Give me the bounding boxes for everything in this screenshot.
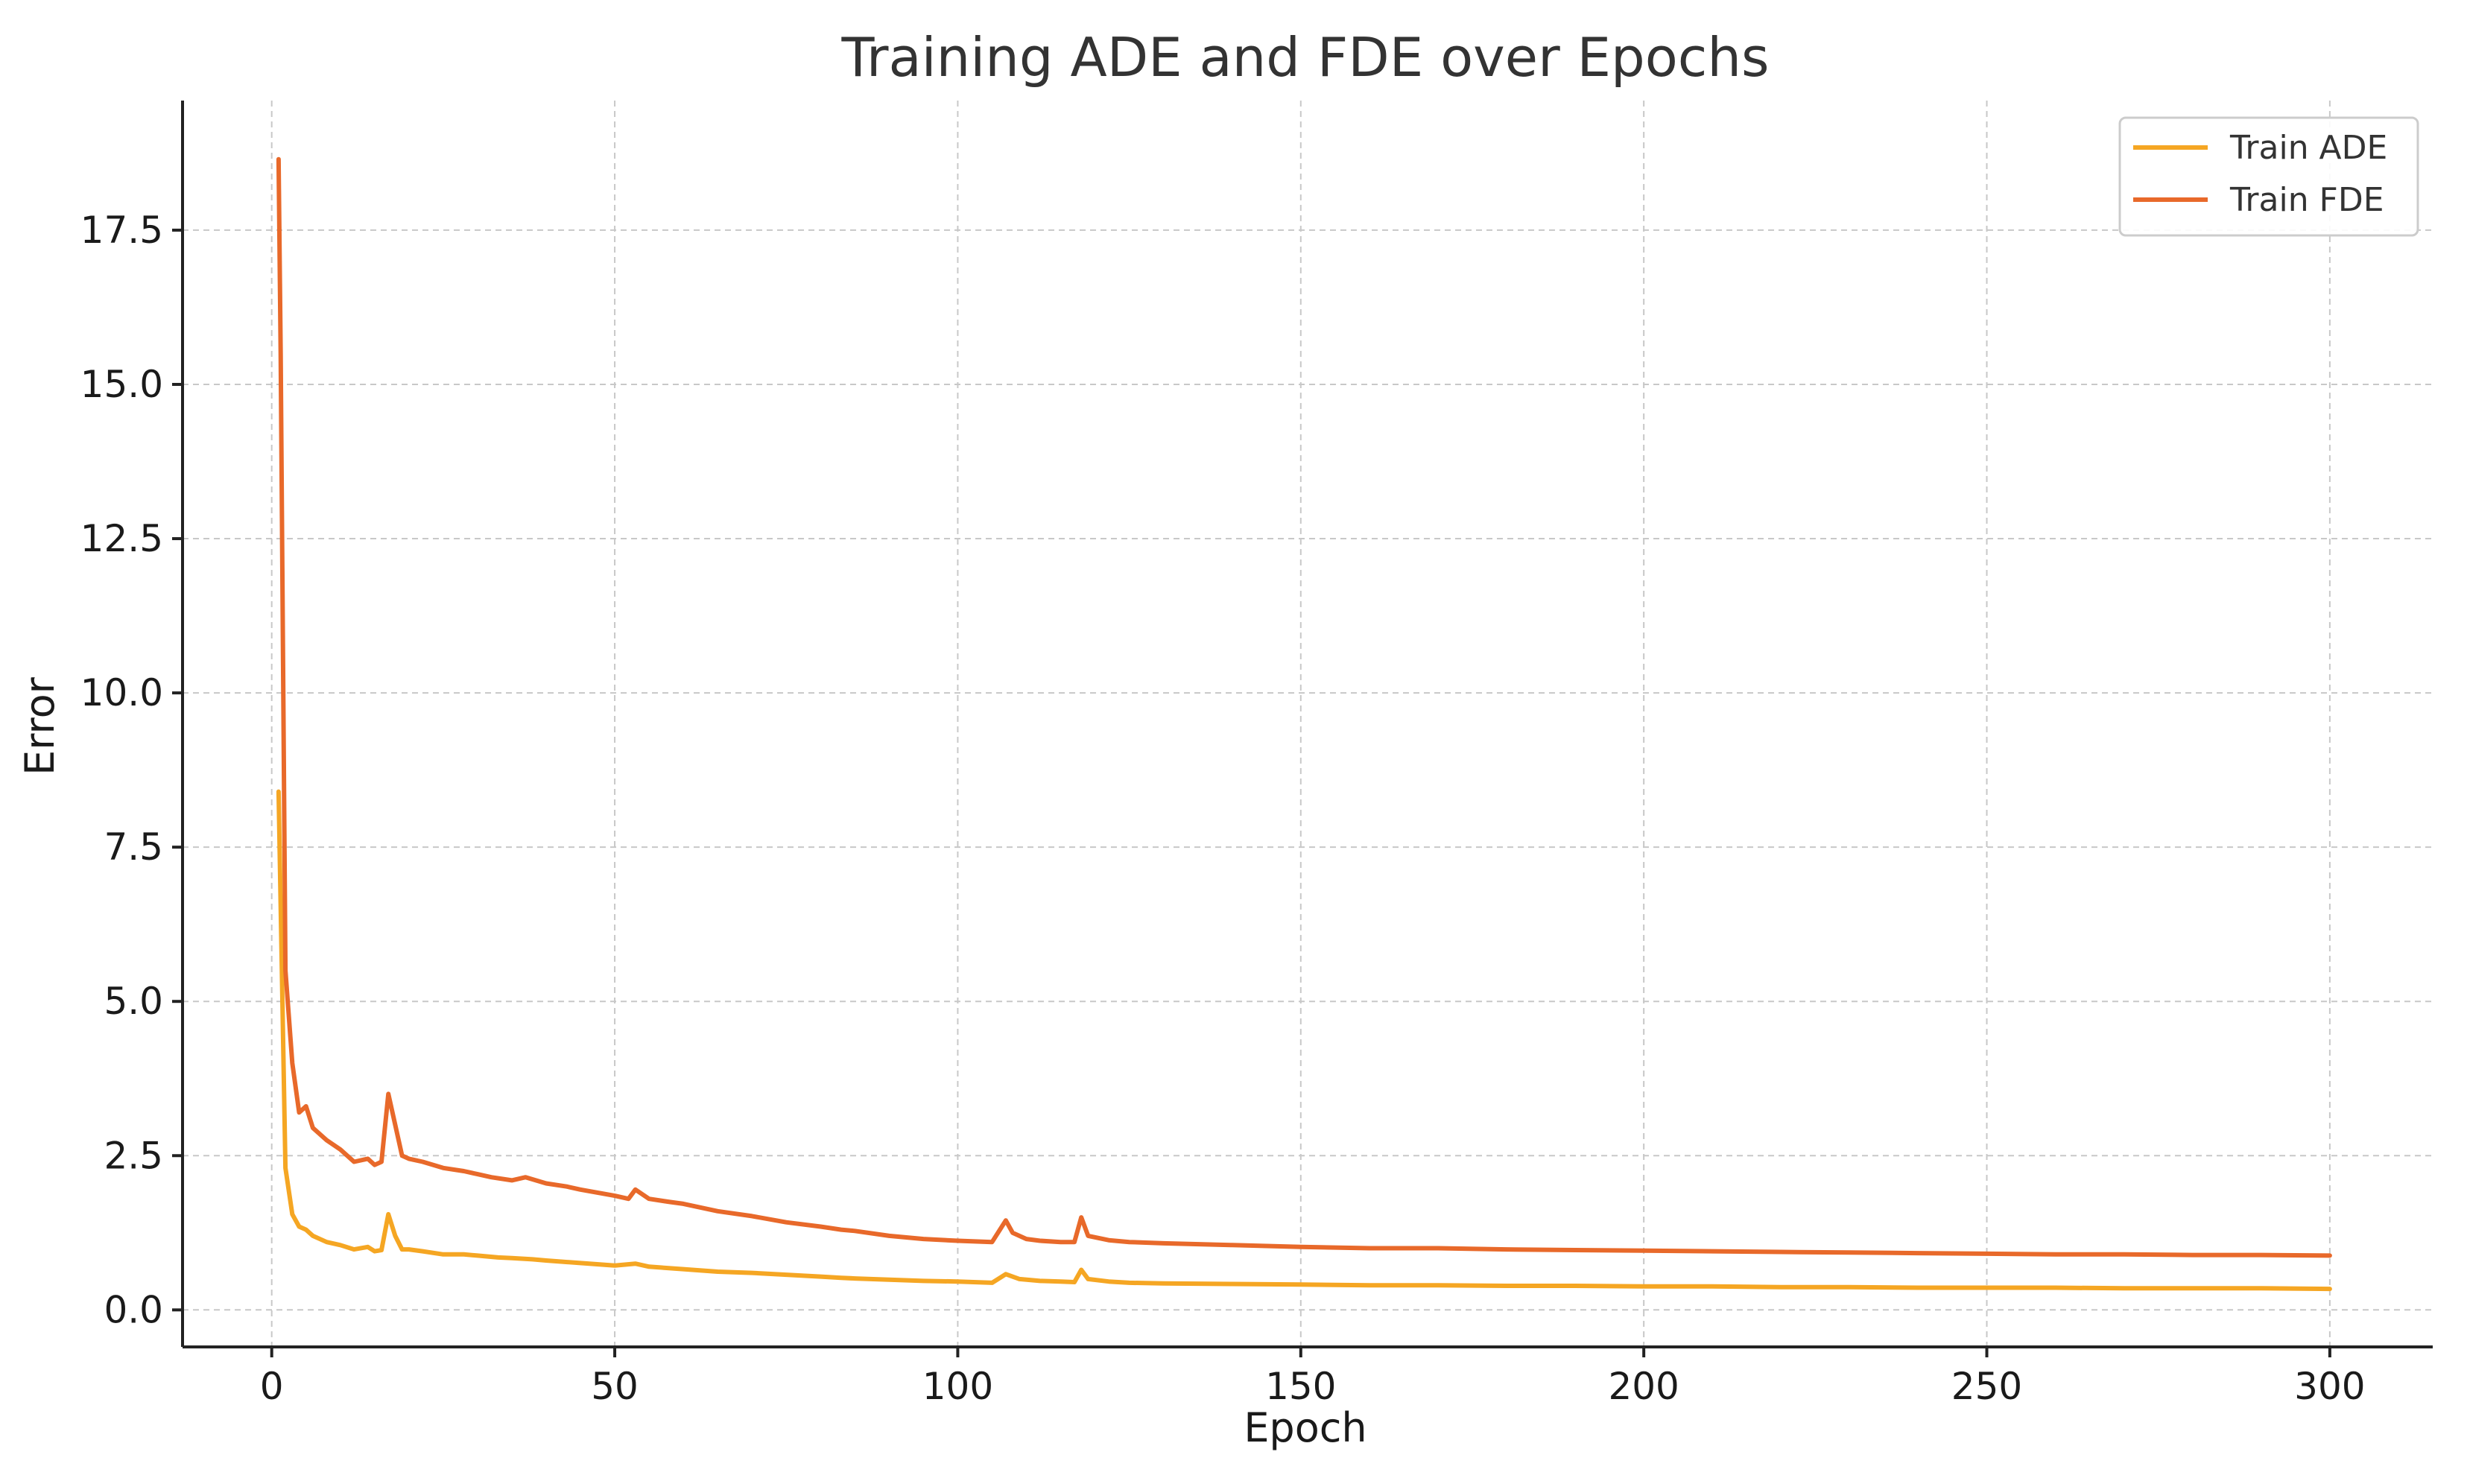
series-lines xyxy=(276,156,2332,1292)
y-tick-label: 15.0 xyxy=(80,363,163,406)
x-tick-label: 150 xyxy=(1265,1365,1336,1408)
legend-label: Train ADE xyxy=(2229,129,2387,167)
legend-label: Train FDE xyxy=(2229,181,2384,219)
grid-lines xyxy=(183,101,2433,1347)
y-tick-label: 2.5 xyxy=(104,1134,163,1177)
y-tick-label: 0.0 xyxy=(104,1288,163,1331)
series-line-train-fde xyxy=(276,156,2332,1258)
x-tick-label: 0 xyxy=(260,1365,284,1408)
chart-title: Training ADE and FDE over Epochs xyxy=(840,26,1769,89)
y-tick-label: 7.5 xyxy=(104,825,163,869)
y-tick-label: 12.5 xyxy=(80,517,163,560)
y-axis-title: Error xyxy=(16,676,63,775)
x-tick-label: 100 xyxy=(922,1365,993,1408)
x-tick-label: 300 xyxy=(2294,1365,2365,1408)
legend: Train ADE Train FDE xyxy=(2118,116,2419,237)
x-axis-title: Epoch xyxy=(1244,1404,1366,1451)
y-tick-label: 10.0 xyxy=(80,671,163,714)
axes xyxy=(181,101,2433,1348)
x-tick-label: 200 xyxy=(1608,1365,1679,1408)
x-tick-label: 250 xyxy=(1951,1365,2022,1408)
series-line-train-ade xyxy=(276,789,2332,1292)
y-tick-label: 17.5 xyxy=(80,209,163,252)
tick-labels: 0 50 100 150 200 250 300 0.0 2.5 5.0 7.5 10.0 12.5 15… xyxy=(80,209,2366,1408)
x-tick-label: 50 xyxy=(591,1365,639,1408)
y-tick-label: 5.0 xyxy=(104,980,163,1023)
